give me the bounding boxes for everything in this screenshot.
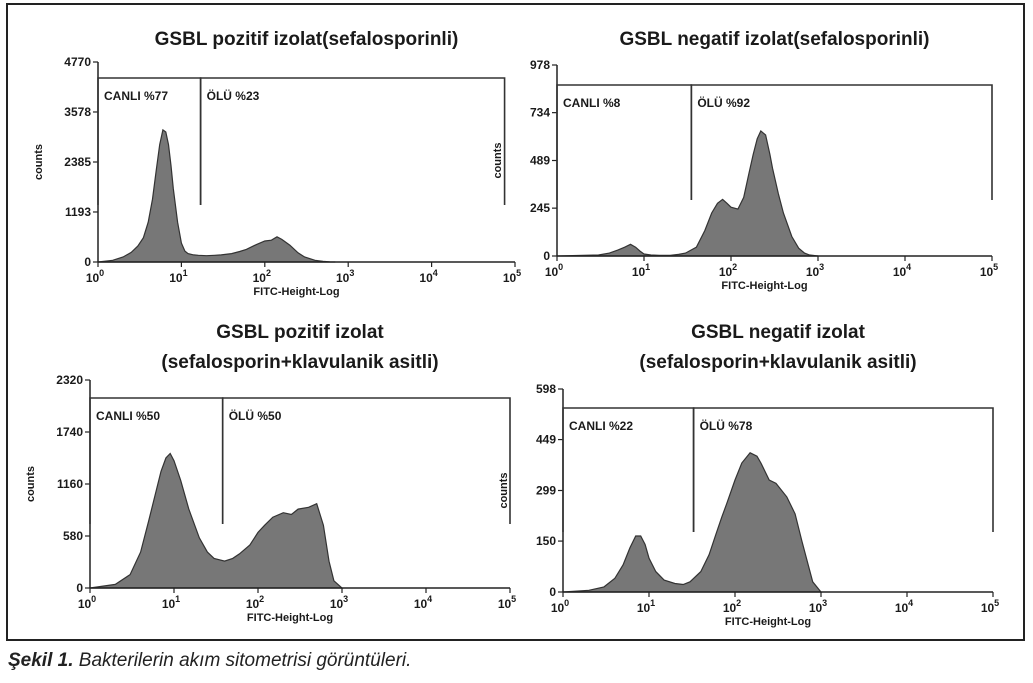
y-axis-label: counts — [498, 472, 510, 508]
x-tick-label: 104 — [893, 262, 911, 279]
y-tick-label: 1740 — [56, 425, 83, 439]
gate-label: ÖLÜ %78 — [700, 418, 753, 433]
x-tick-label: 100 — [551, 598, 569, 615]
x-axis-label: FITC-Height-Log — [721, 280, 807, 292]
histogram-area — [97, 128, 336, 263]
gate-bracket — [690, 84, 993, 200]
panel-title: GSBL pozitif izolat — [216, 322, 384, 343]
y-tick-label: 3578 — [64, 105, 91, 119]
panel-title: (sefalosporin+klavulanik asitli) — [639, 352, 916, 373]
x-tick-label: 103 — [330, 594, 348, 611]
x-tick-label: 100 — [78, 594, 96, 611]
y-tick-label: 2320 — [56, 373, 83, 387]
gate-bracket — [199, 77, 506, 205]
x-tick-label: 102 — [719, 262, 737, 279]
y-tick-label: 978 — [530, 58, 550, 72]
x-tick-label: 101 — [162, 594, 180, 611]
panel-title: GSBL pozitif izolat(sefalosporinli) — [155, 29, 459, 50]
y-axis-label: counts — [492, 142, 504, 178]
y-tick-label: 580 — [63, 529, 83, 543]
x-tick-label: 101 — [632, 262, 650, 279]
x-tick-label: 103 — [809, 598, 827, 615]
x-tick-label: 105 — [498, 594, 516, 611]
histogram-area — [556, 130, 819, 257]
gate-label: ÖLÜ %23 — [207, 88, 260, 103]
y-tick-label: 1193 — [65, 205, 91, 219]
y-tick-label: 489 — [530, 154, 550, 168]
y-tick-label: 0 — [549, 585, 556, 599]
gate-label: CANLI %50 — [96, 409, 160, 423]
gate-label: CANLI %8 — [563, 96, 621, 110]
y-tick-label: 598 — [536, 382, 556, 396]
x-tick-label: 100 — [545, 262, 563, 279]
y-tick-label: 734 — [530, 106, 550, 120]
caption-text: Bakterilerin akım sitometrisi görüntüler… — [73, 650, 412, 671]
y-tick-label: 449 — [536, 433, 556, 447]
x-tick-label: 102 — [253, 268, 271, 285]
gate-label: ÖLÜ %92 — [697, 95, 750, 110]
histogram-panel-2: GSBL negatif izolat(sefalosporinli) 0 245 4… — [492, 29, 998, 292]
gate-label: CANLI %77 — [104, 89, 168, 103]
gate-bracket — [692, 407, 994, 532]
y-tick-label: 0 — [84, 255, 91, 269]
x-tick-label: 103 — [336, 268, 354, 285]
y-tick-label: 4770 — [64, 55, 91, 69]
histogram-panel-1: GSBL pozitif izolat(sefalosporinli) 0 1193… — [33, 29, 521, 298]
histogram-panel-3: GSBL pozitif izolat (sefalosporin+klavula… — [25, 322, 516, 624]
y-tick-label: 1160 — [57, 477, 83, 491]
y-tick-label: 0 — [76, 581, 83, 595]
x-tick-label: 104 — [895, 598, 913, 615]
gate-bracket — [221, 397, 511, 524]
x-tick-label: 104 — [414, 594, 432, 611]
x-tick-label: 102 — [723, 598, 741, 615]
gate-label: ÖLÜ %50 — [229, 408, 282, 423]
x-axis-label: FITC-Height-Log — [725, 616, 811, 628]
x-tick-label: 105 — [981, 598, 999, 615]
figure-caption: Şekil 1. Bakterilerin akım sitometrisi g… — [8, 650, 411, 672]
y-axis-label: counts — [25, 466, 37, 502]
panel-title: GSBL negatif izolat — [691, 322, 866, 343]
panel-title: (sefalosporin+klavulanik asitli) — [161, 352, 438, 373]
histogram-area — [89, 452, 344, 589]
x-tick-label: 101 — [169, 268, 187, 285]
panel-title: GSBL negatif izolat(sefalosporinli) — [619, 29, 929, 50]
y-tick-label: 150 — [536, 534, 556, 548]
y-axis-label: counts — [33, 144, 45, 180]
y-tick-label: 0 — [543, 249, 550, 263]
histogram-panel-4: GSBL negatif izolat (sefalosporin+klavula… — [498, 322, 999, 628]
x-axis-label: FITC-Height-Log — [253, 286, 339, 298]
x-tick-label: 103 — [806, 262, 824, 279]
gate-label: CANLI %22 — [569, 419, 633, 433]
x-tick-label: 101 — [637, 598, 655, 615]
x-tick-label: 104 — [419, 268, 437, 285]
figure-frame — [6, 3, 1025, 641]
flow-cytometry-figure: GSBL pozitif izolat(sefalosporinli) 0 1193… — [25, 29, 999, 628]
x-axis-label: FITC-Height-Log — [247, 612, 333, 624]
histogram-area — [562, 452, 823, 593]
x-tick-label: 105 — [980, 262, 998, 279]
y-tick-label: 2385 — [64, 155, 91, 169]
x-tick-label: 100 — [86, 268, 104, 285]
y-tick-label: 245 — [530, 201, 550, 215]
x-tick-label: 105 — [503, 268, 521, 285]
x-tick-label: 102 — [246, 594, 264, 611]
y-tick-label: 299 — [536, 484, 556, 498]
caption-label: Şekil 1. — [8, 650, 74, 671]
